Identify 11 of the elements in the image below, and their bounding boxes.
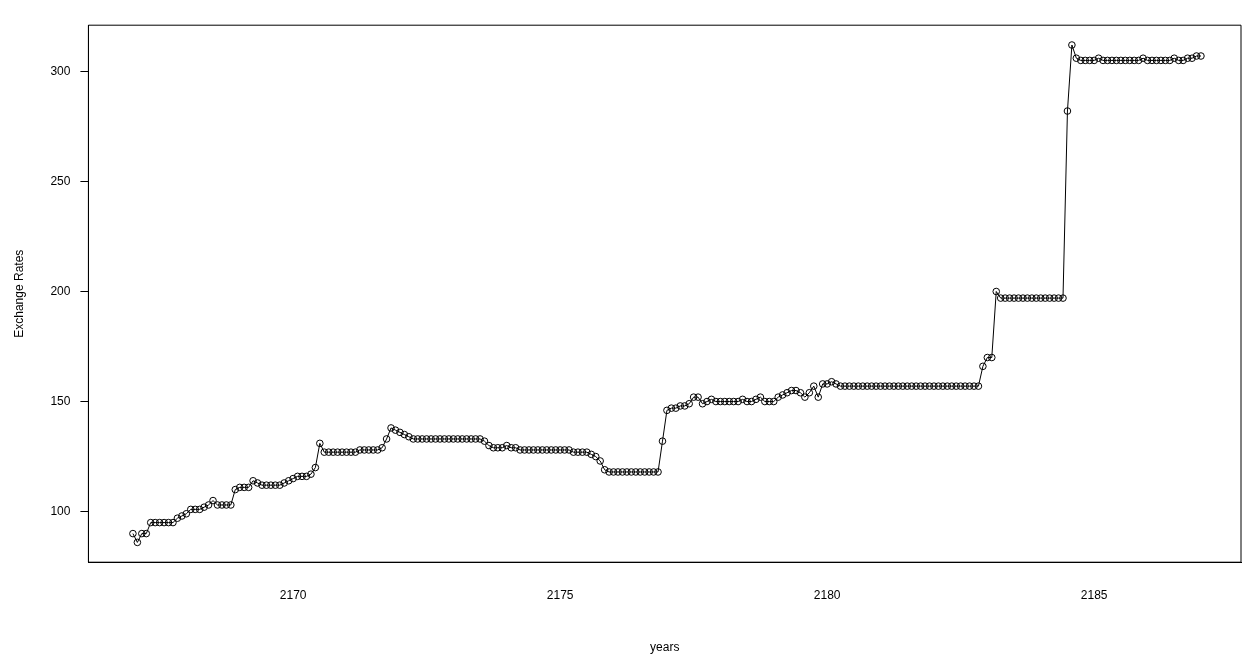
y-tick-label: 250 [50, 173, 71, 188]
y-axis-title: Exchange Rates [11, 249, 26, 338]
x-tick-label: 2175 [546, 587, 574, 602]
y-tick-label: 150 [50, 393, 71, 408]
x-axis-title: years [650, 640, 680, 655]
x-tick-label: 2185 [1080, 587, 1108, 602]
y-tick-label: 200 [50, 283, 71, 298]
x-tick-label: 2180 [813, 587, 841, 602]
y-tick-label: 100 [50, 503, 71, 518]
y-tick-label: 300 [50, 63, 71, 78]
x-tick-label: 2170 [279, 587, 307, 602]
